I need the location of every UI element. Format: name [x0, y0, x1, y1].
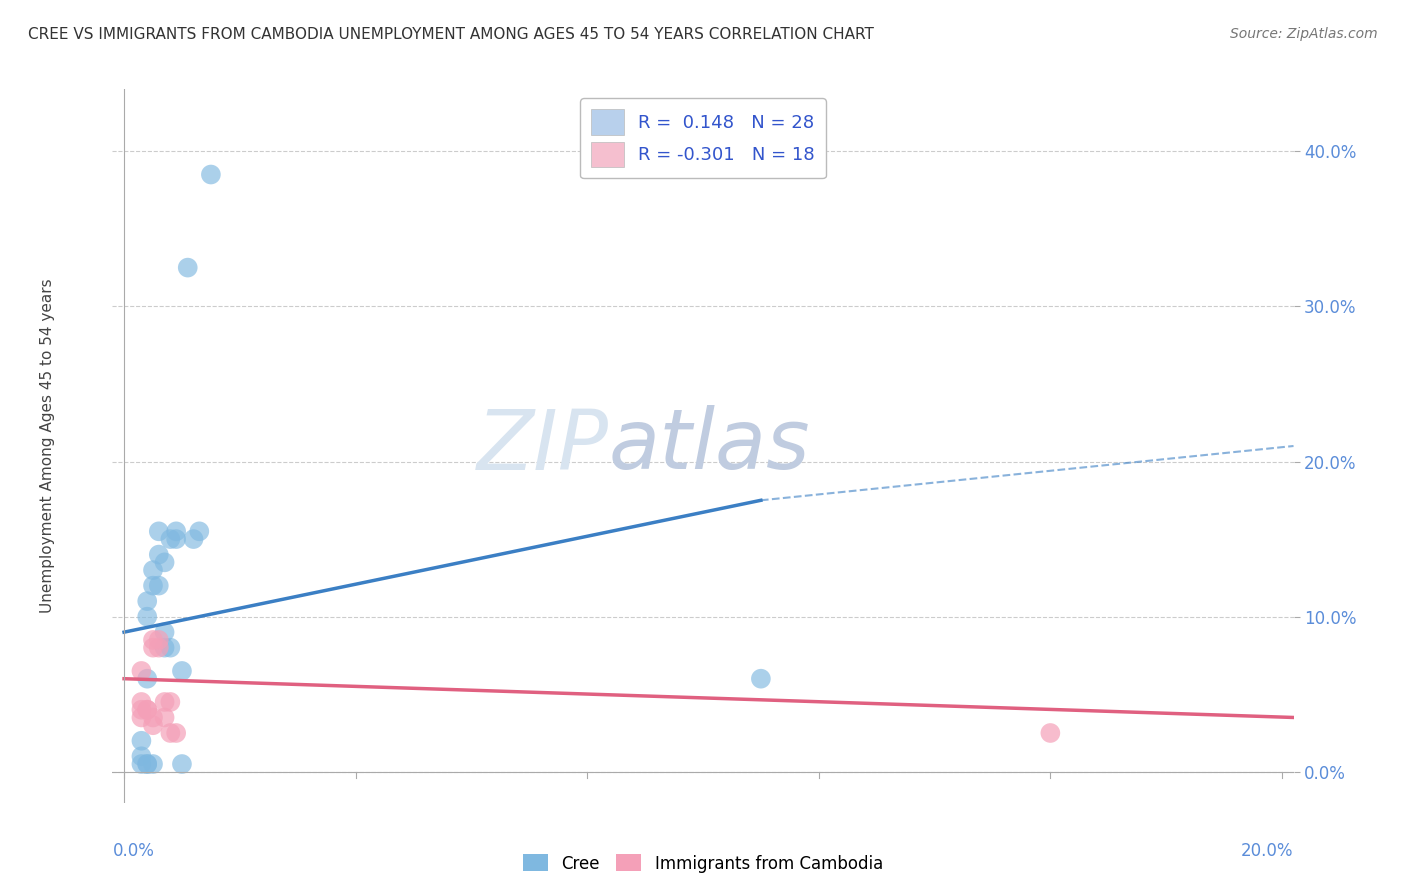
Point: [159, 695, 181, 709]
Text: Source: ZipAtlas.com: Source: ZipAtlas.com: [1230, 27, 1378, 41]
Point: [159, 532, 181, 546]
Point: [136, 703, 159, 717]
Legend: Cree, Immigrants from Cambodia: Cree, Immigrants from Cambodia: [516, 847, 890, 880]
Point: [153, 555, 176, 569]
Point: [131, 710, 153, 724]
Point: [1039, 726, 1062, 740]
Point: [153, 640, 176, 655]
Point: [153, 710, 176, 724]
Text: CREE VS IMMIGRANTS FROM CAMBODIA UNEMPLOYMENT AMONG AGES 45 TO 54 YEARS CORRELAT: CREE VS IMMIGRANTS FROM CAMBODIA UNEMPLO…: [28, 27, 875, 42]
Point: [170, 757, 193, 772]
Point: [749, 672, 772, 686]
Point: [148, 524, 170, 539]
Point: [170, 664, 193, 678]
Point: [153, 695, 176, 709]
Point: [148, 632, 170, 647]
Point: [136, 609, 159, 624]
Text: Unemployment Among Ages 45 to 54 years: Unemployment Among Ages 45 to 54 years: [39, 278, 55, 614]
Point: [183, 532, 205, 546]
Point: [177, 260, 200, 275]
Point: [165, 532, 187, 546]
Point: [142, 632, 165, 647]
Point: [165, 524, 187, 539]
Point: [131, 703, 153, 717]
Text: ZIP: ZIP: [477, 406, 609, 486]
Point: [142, 579, 165, 593]
Point: [188, 524, 211, 539]
Point: [159, 640, 181, 655]
Point: [131, 749, 153, 764]
Point: [142, 757, 165, 772]
Point: [142, 710, 165, 724]
Point: [136, 703, 159, 717]
Point: [131, 733, 153, 747]
Text: 0.0%: 0.0%: [112, 842, 155, 860]
Point: [159, 726, 181, 740]
Point: [136, 757, 159, 772]
Point: [165, 726, 187, 740]
Point: [148, 548, 170, 562]
Point: [136, 594, 159, 608]
Point: [148, 579, 170, 593]
Text: 20.0%: 20.0%: [1241, 842, 1294, 860]
Point: [153, 625, 176, 640]
Point: [142, 718, 165, 732]
Point: [131, 695, 153, 709]
Point: [136, 672, 159, 686]
Point: [131, 664, 153, 678]
Point: [136, 757, 159, 772]
Point: [148, 640, 170, 655]
Text: atlas: atlas: [609, 406, 810, 486]
Point: [142, 640, 165, 655]
Point: [200, 168, 222, 182]
Point: [131, 757, 153, 772]
Point: [142, 563, 165, 577]
Legend: R =  0.148   N = 28, R = -0.301   N = 18: R = 0.148 N = 28, R = -0.301 N = 18: [581, 98, 825, 178]
